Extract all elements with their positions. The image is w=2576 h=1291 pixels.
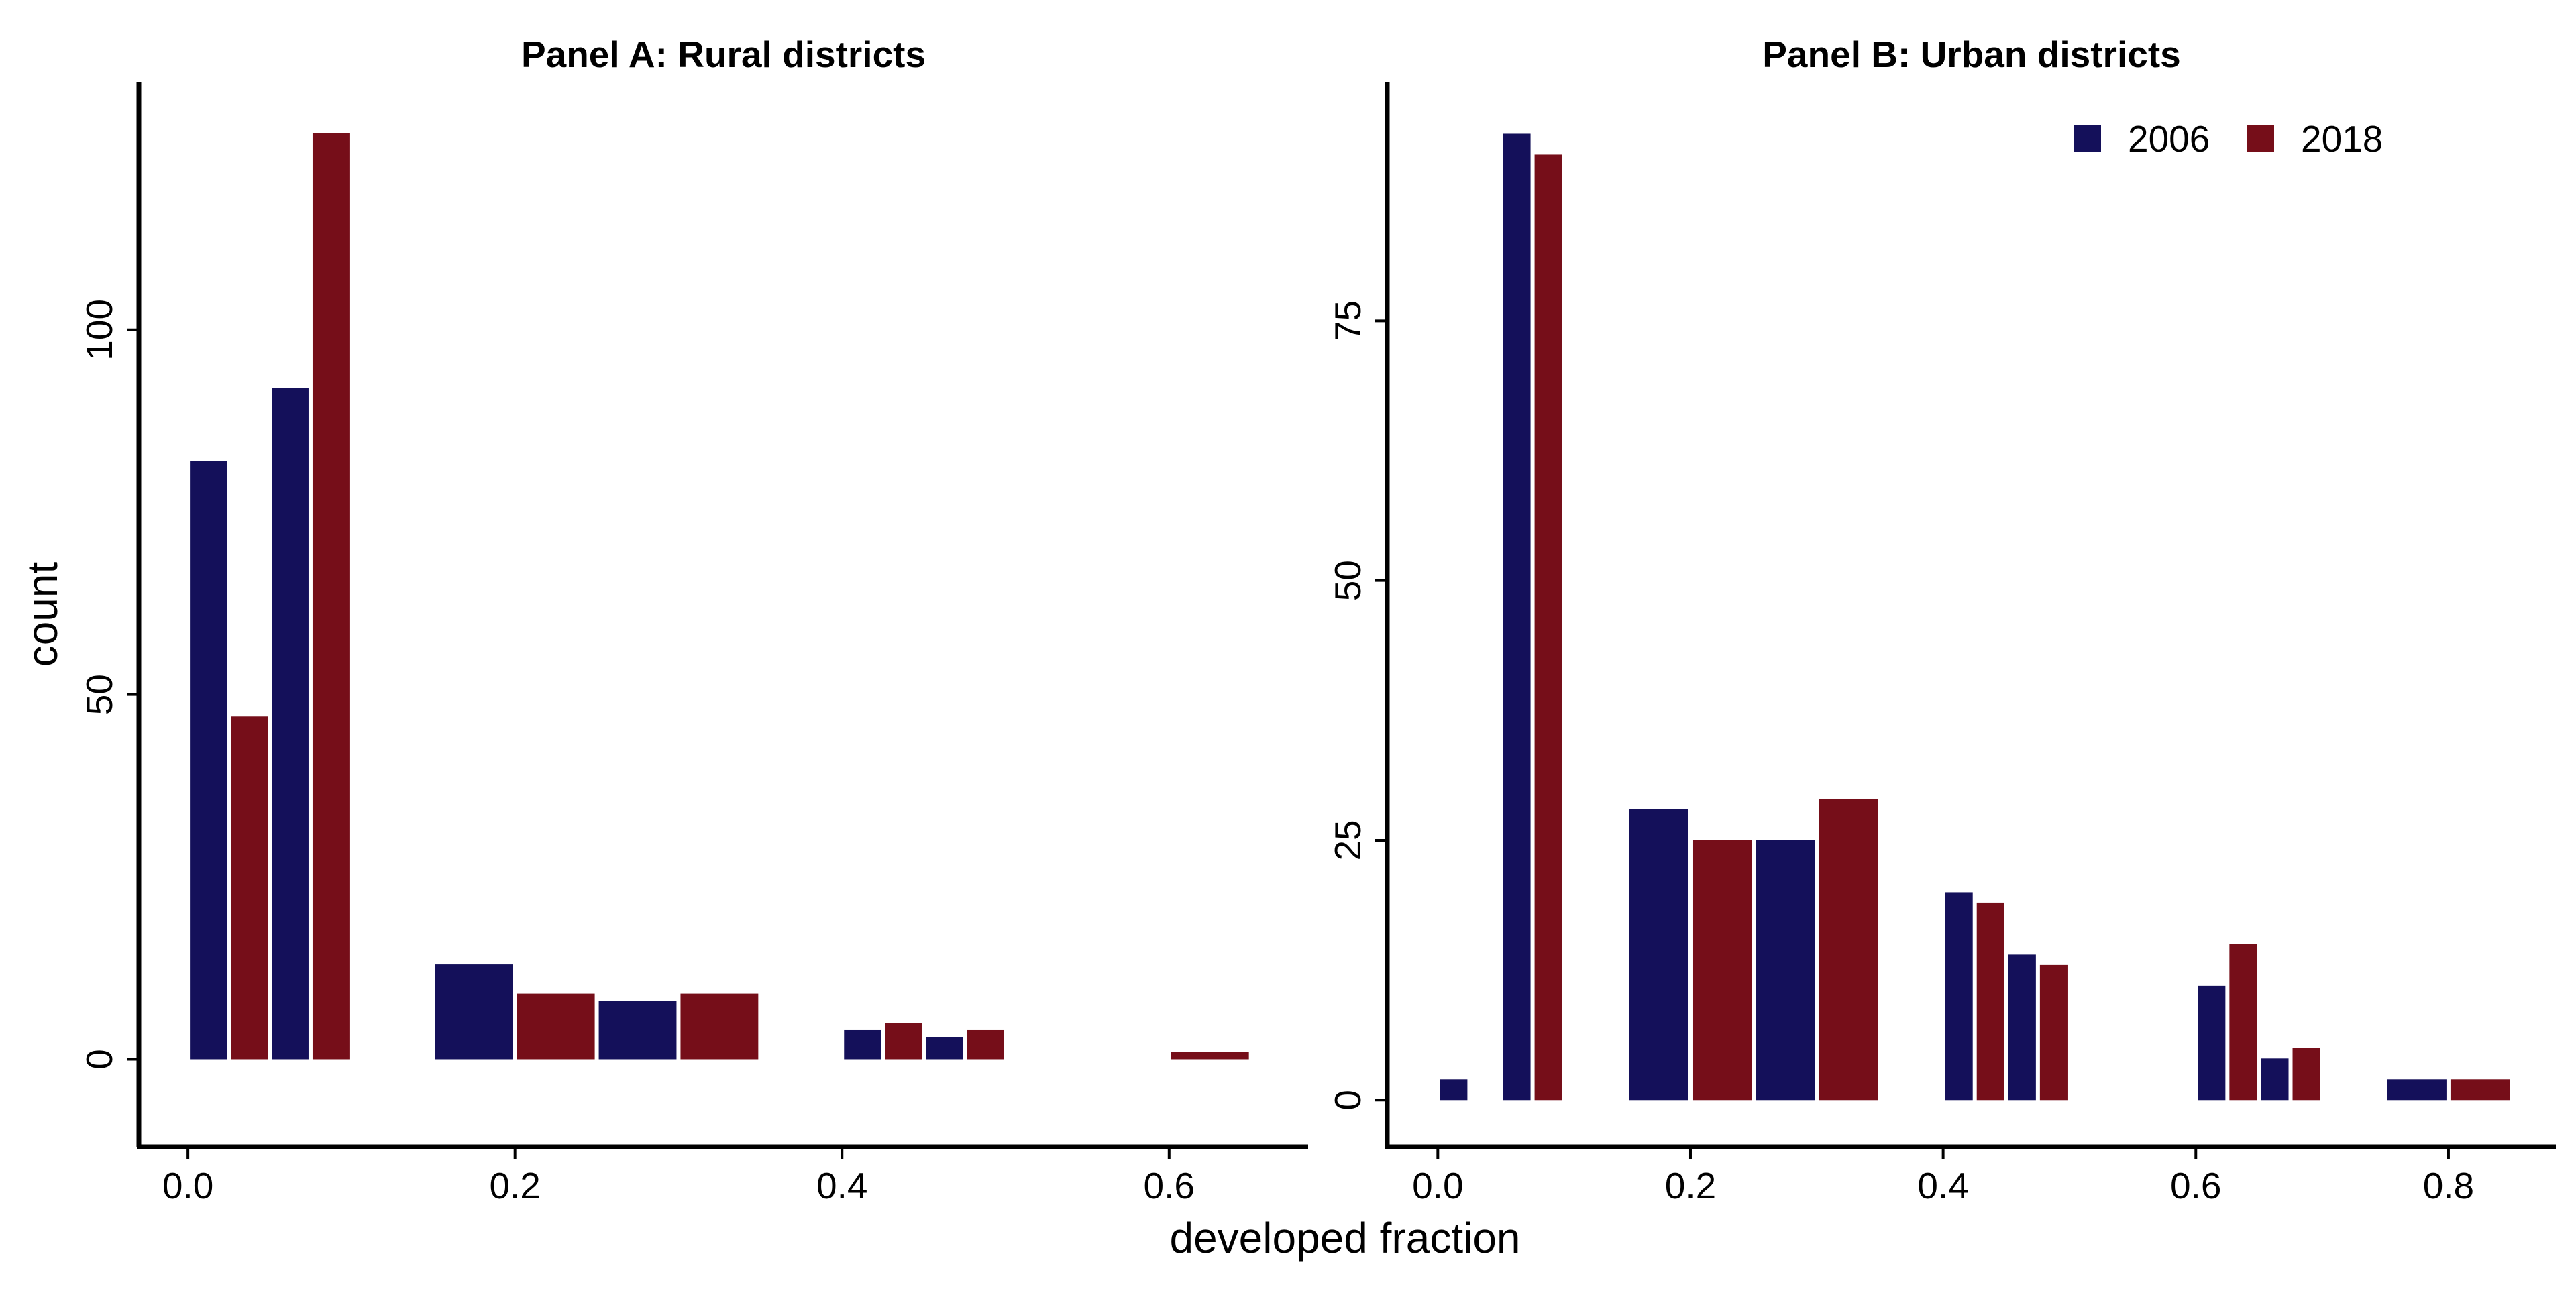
legend-swatch-2018 [2247,125,2274,152]
y-tick-label: 50 [78,674,120,715]
bar-2006 [926,1037,963,1060]
y-tick-label: 100 [78,299,120,361]
bar-2018 [1171,1052,1249,1060]
bar-2006 [190,461,227,1060]
bar-2006 [2008,954,2036,1101]
x-tick-label: 0.8 [2423,1165,2474,1206]
bar-2006 [1756,840,1815,1101]
legend-label-2006: 2006 [2128,118,2210,160]
bar-2018 [231,716,268,1060]
bar-2018 [1692,840,1752,1101]
bar-2006 [2387,1079,2447,1101]
bar-2018 [680,993,759,1060]
bar-2018 [885,1023,922,1060]
bar-2006 [598,1001,677,1060]
panel-a: Panel A: Rural districts 0.0 0.2 0.4 0.6 0 50 1… [18,34,1308,1206]
bar-2018 [2229,944,2257,1101]
bar-2018 [2039,964,2068,1101]
bar-2006 [1440,1079,1468,1101]
bar-2018 [517,993,595,1060]
panel-title: Panel B: Urban districts [1762,34,2180,75]
y-tick-label: 0 [1327,1090,1368,1111]
legend-label-2018: 2018 [2301,118,2383,160]
x-tick-label: 0.2 [1665,1165,1716,1206]
y-axis-title: count [18,562,66,667]
y-tick-label: 50 [1327,560,1368,601]
bar-2006 [1503,133,1531,1101]
bar-2006 [2198,985,2226,1101]
y-tick-label: 25 [1327,820,1368,860]
x-tick-label: 0.4 [1917,1165,1968,1206]
x-tick-label: 0.0 [1412,1165,1463,1206]
bar-2018 [312,133,350,1060]
bar-2018 [2292,1048,2320,1101]
x-axis-title: developed fraction [1169,1214,1520,1262]
x-tick-label: 0.2 [489,1165,540,1206]
bar-2018 [2450,1079,2510,1101]
bar-2006 [2261,1058,2289,1101]
x-tick-label: 0.4 [816,1165,867,1206]
x-tick-label: 0.6 [1144,1165,1195,1206]
bar-2018 [1534,154,1562,1101]
bar-2018 [1976,902,2004,1101]
bar-2006 [1945,892,1973,1101]
bar-2006 [272,388,309,1060]
bar-2006 [435,964,513,1060]
bar-2018 [967,1029,1004,1060]
y-tick-label: 75 [1327,300,1368,341]
panel-b: Panel B: Urban districts 0.0 0.2 0.4 0.6 0.8 0… [1327,34,2556,1206]
legend-swatch-2006 [2074,125,2101,152]
bar-2006 [844,1029,881,1060]
bar-2018 [1819,798,1878,1101]
panel-title: Panel A: Rural districts [521,34,926,75]
x-tick-label: 0.0 [162,1165,213,1206]
bar-2006 [1629,809,1688,1101]
x-tick-label: 0.6 [2170,1165,2221,1206]
y-tick-label: 0 [78,1049,120,1070]
